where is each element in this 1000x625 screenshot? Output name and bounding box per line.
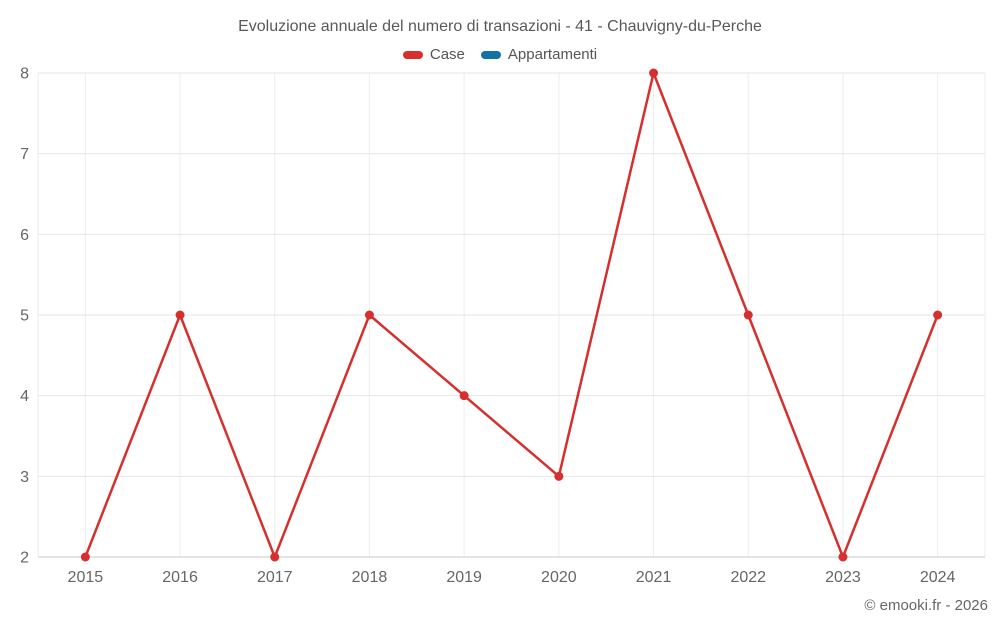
y-tick-label-6: 6 bbox=[20, 227, 29, 244]
x-tick-label-2015: 2015 bbox=[68, 569, 104, 586]
data-point-case-2020[interactable] bbox=[554, 471, 564, 481]
legend-label-appartamenti: Appartamenti bbox=[507, 46, 598, 63]
x-tick-label-2022: 2022 bbox=[730, 569, 766, 586]
y-tick-label-4: 4 bbox=[20, 388, 29, 405]
y-tick-label-2: 2 bbox=[20, 550, 29, 567]
x-tick-label-2016: 2016 bbox=[162, 569, 198, 586]
data-point-case-2019[interactable] bbox=[459, 391, 469, 401]
y-tick-label-7: 7 bbox=[20, 146, 29, 163]
x-tick-label-2017: 2017 bbox=[257, 569, 293, 586]
data-point-case-2017[interactable] bbox=[270, 552, 280, 562]
watermark: © emooki.fr - 2026 bbox=[864, 597, 988, 614]
legend-swatch-case-icon bbox=[402, 50, 423, 59]
series-line-case bbox=[84, 71, 939, 559]
x-tick-label-2023: 2023 bbox=[825, 569, 861, 586]
x-tick-label-2018: 2018 bbox=[352, 569, 388, 586]
legend-item-appartamenti[interactable]: Appartamenti bbox=[480, 46, 598, 63]
data-point-case-2023[interactable] bbox=[838, 552, 848, 562]
legend-label-case: Case bbox=[429, 46, 465, 63]
legend-item-case[interactable]: Case bbox=[402, 46, 465, 63]
data-point-case-2021[interactable] bbox=[649, 68, 659, 78]
data-point-case-2022[interactable] bbox=[743, 310, 753, 320]
data-point-case-2024[interactable] bbox=[933, 310, 943, 320]
legend-swatch-appartamenti-icon bbox=[480, 50, 501, 59]
data-point-case-2015[interactable] bbox=[80, 552, 90, 562]
x-tick-label-2021: 2021 bbox=[636, 569, 672, 586]
y-tick-label-8: 8 bbox=[20, 66, 29, 83]
data-point-case-2016[interactable] bbox=[175, 310, 185, 320]
y-tick-label-5: 5 bbox=[20, 308, 29, 325]
y-tick-label-3: 3 bbox=[20, 469, 29, 486]
x-tick-label-2024: 2024 bbox=[920, 569, 956, 586]
x-tick-label-2020: 2020 bbox=[541, 569, 577, 586]
x-tick-label-2019: 2019 bbox=[446, 569, 482, 586]
chart-legend: Case Appartamenti bbox=[0, 46, 1000, 63]
chart-title: Evoluzione annuale del numero di transaz… bbox=[238, 18, 762, 35]
data-point-case-2018[interactable] bbox=[364, 310, 374, 320]
